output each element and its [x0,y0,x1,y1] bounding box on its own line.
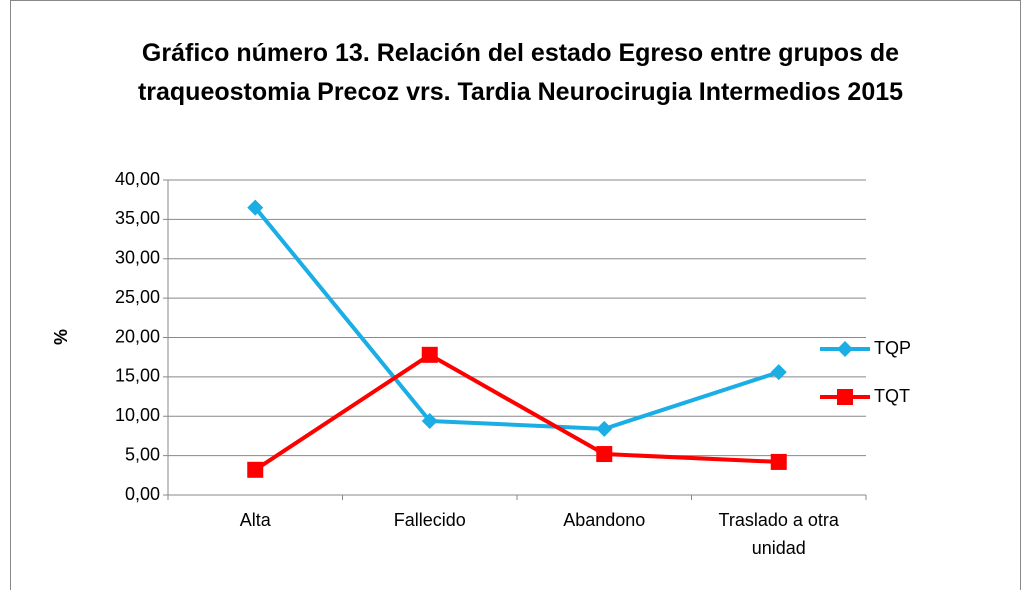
x-tick-label: Fallecido [393,510,466,530]
x-tick-label: Abandono [563,510,646,530]
y-tick-label: 15,00 [115,366,160,386]
y-tick-label: 30,00 [115,248,160,268]
x-tick-label: Traslado a otra unidad [718,510,839,558]
chart-title: Gráfico número 13. Relación del estado E… [137,39,904,106]
marker [596,446,613,463]
marker [421,412,438,429]
marker [837,341,853,357]
y-tick-label: 20,00 [115,326,160,346]
y-tick-label: 5,00 [125,444,160,464]
y-tick-label: 40,00 [115,169,160,189]
legend-label: TQT [874,386,910,406]
chart-frame [10,0,1021,590]
y-tick-label: 25,00 [115,287,160,307]
marker [421,346,438,363]
legend-label: TQP [874,338,911,358]
y-axis-label: % [51,329,71,345]
marker [837,389,853,405]
x-tick-label: Alta [239,510,271,530]
marker [247,199,264,216]
series-line [253,206,780,431]
y-tick-label: 35,00 [115,208,160,228]
marker [596,420,613,437]
y-tick-label: 0,00 [125,484,160,504]
marker [247,461,264,478]
y-tick-label: 10,00 [115,405,160,425]
marker [770,453,787,470]
marker [770,364,787,381]
series-line [254,352,779,472]
